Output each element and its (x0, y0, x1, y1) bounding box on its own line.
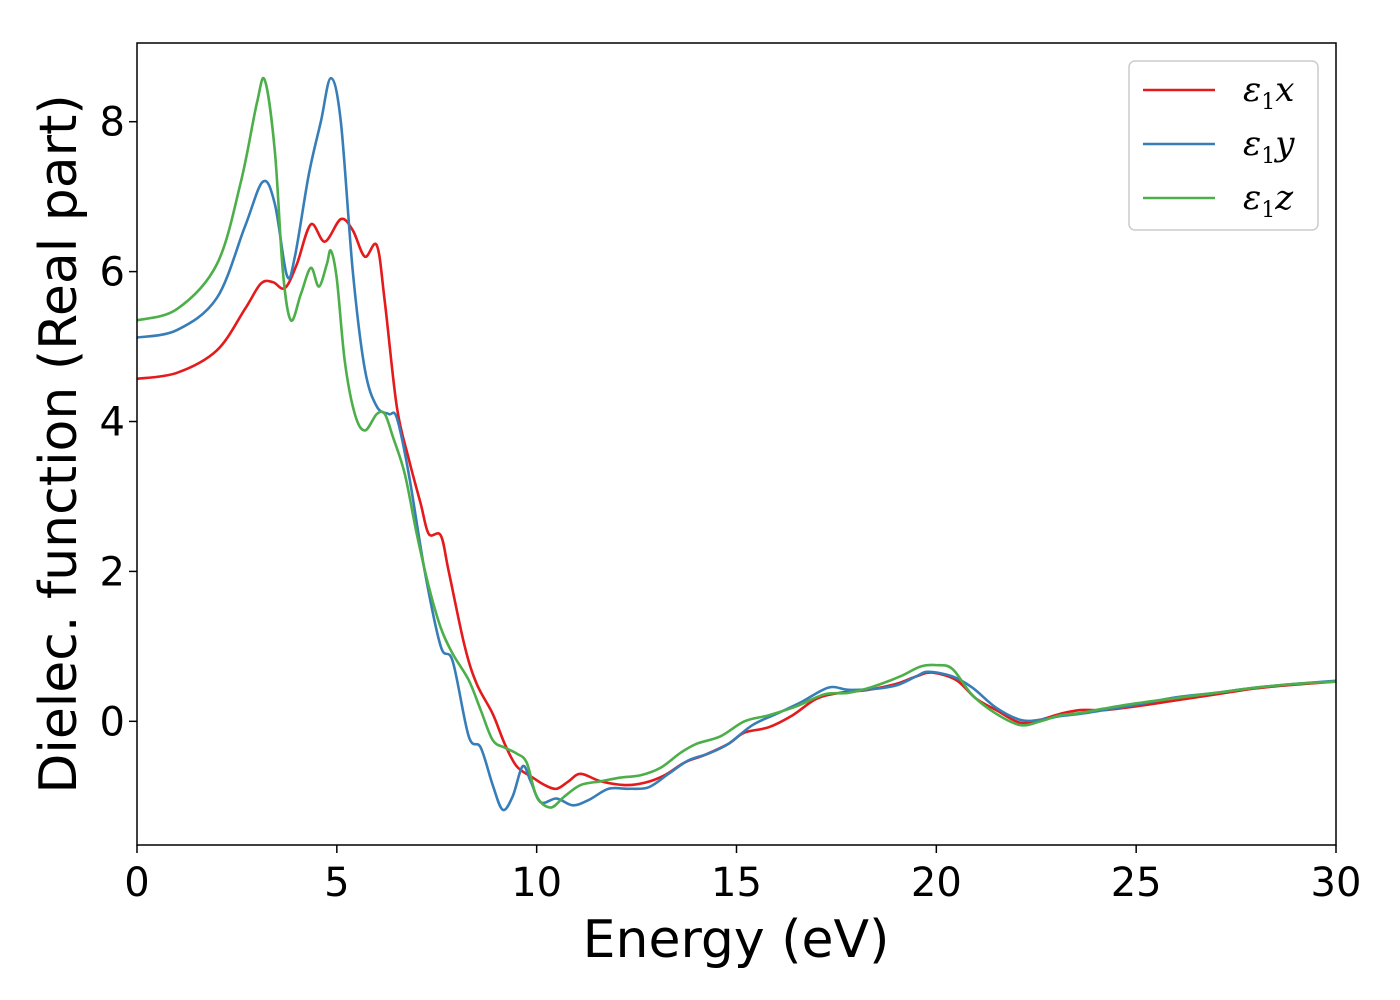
y-tick-label: 6 (100, 250, 125, 296)
series-line-z (136, 76, 1337, 809)
legend: ε1x ε1y ε1z (1128, 60, 1319, 231)
y-tick-label: 0 (100, 699, 125, 745)
x-tick-label: 0 (124, 860, 149, 906)
legend-label-y: ε1y (1243, 124, 1295, 169)
y-axis-ticks: 0 2 4 6 8 (100, 100, 137, 745)
series-layer (136, 76, 1337, 812)
series-line-x (136, 217, 1337, 791)
y-tick-label: 2 (100, 549, 125, 595)
x-tick-label: 20 (911, 860, 962, 906)
x-tick-label: 10 (511, 860, 562, 906)
legend-box (1128, 60, 1319, 231)
series-line-y (136, 76, 1337, 812)
x-tick-label: 15 (711, 860, 762, 906)
legend-label-z: ε1z (1243, 178, 1294, 223)
x-axis-label: Energy (eV) (583, 910, 890, 970)
legend-label-x: ε1x (1243, 70, 1294, 115)
x-tick-label: 25 (1111, 860, 1162, 906)
y-axis-label: Dielec. function (Real part) (29, 94, 89, 793)
x-tick-label: 30 (1311, 860, 1362, 906)
y-tick-label: 4 (100, 400, 125, 446)
x-axis-ticks: 0 5 10 15 20 25 30 (124, 845, 1361, 906)
x-tick-label: 5 (324, 860, 349, 906)
y-tick-label: 8 (100, 100, 125, 146)
